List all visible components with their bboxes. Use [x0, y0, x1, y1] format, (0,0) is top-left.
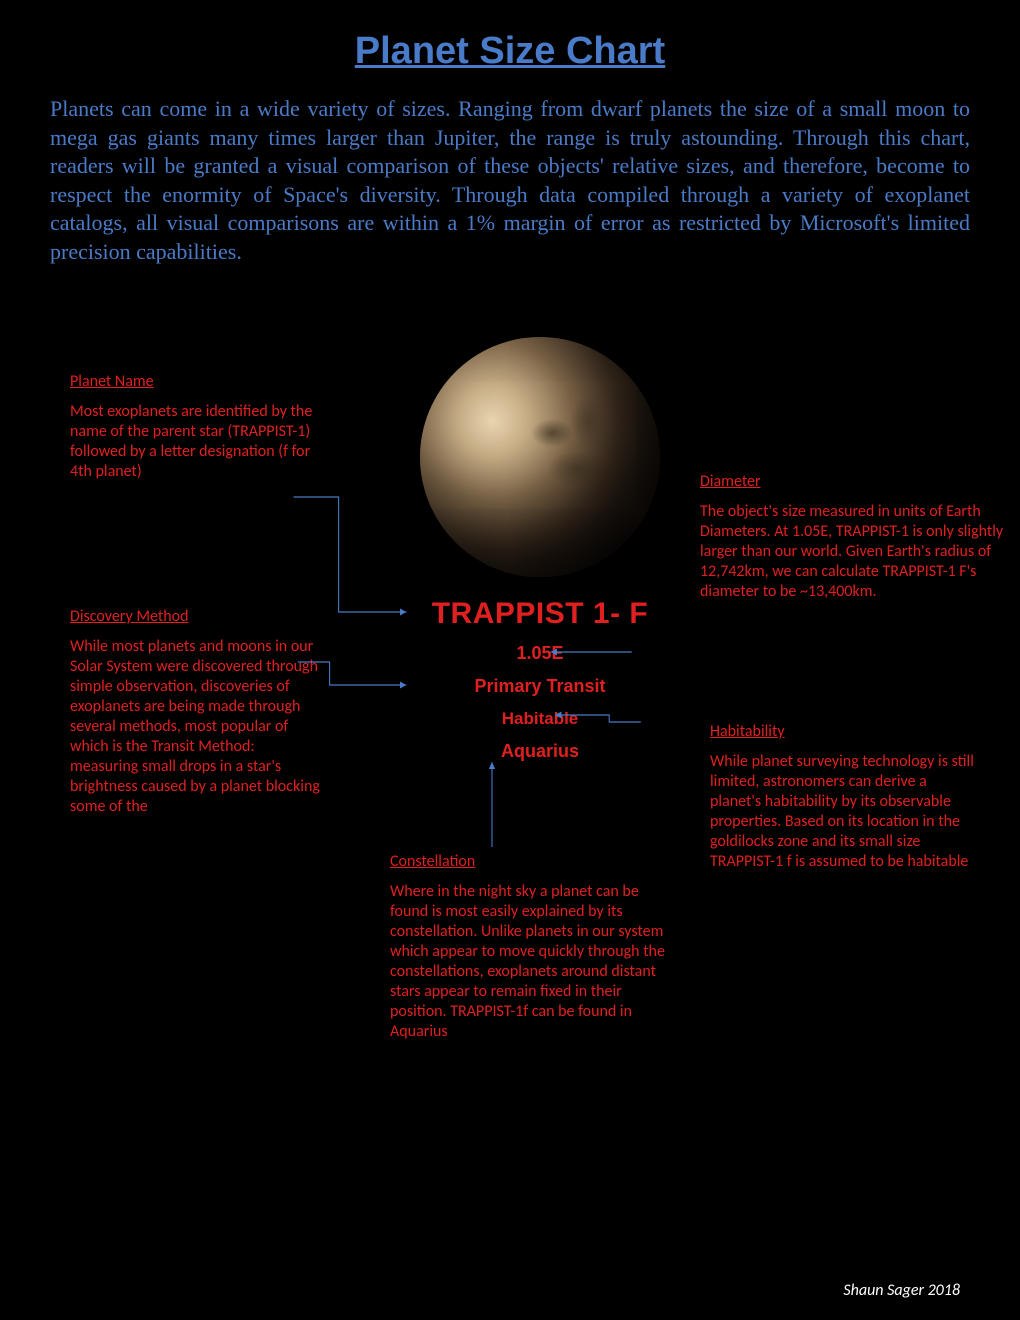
- annotation-body: While most planets and moons in our Sola…: [70, 637, 320, 817]
- footer-credit: Shaun Sager 2018: [843, 1281, 960, 1300]
- annotation-constellation: Constellation Where in the night sky a p…: [390, 852, 670, 1042]
- planet-method-label: Primary Transit: [420, 676, 660, 697]
- annotation-planet-name: Planet Name Most exoplanets are identifi…: [70, 372, 315, 482]
- annotation-heading: Diameter: [700, 472, 1010, 492]
- annotation-heading: Planet Name: [70, 372, 315, 392]
- intro-paragraph: Planets can come in a wide variety of si…: [50, 95, 970, 267]
- annotation-diameter: Diameter The object's size measured in u…: [700, 472, 1010, 602]
- annotation-body: While planet surveying technology is sti…: [710, 752, 980, 872]
- planet-constellation-label: Aquarius: [420, 741, 660, 762]
- planet-name-label: TRAPPIST 1- F: [420, 597, 660, 631]
- annotation-body: Where in the night sky a planet can be f…: [390, 882, 670, 1042]
- annotation-heading: Discovery Method: [70, 607, 320, 627]
- annotation-heading: Habitability: [710, 722, 980, 742]
- planet-habitability-label: Habitable: [420, 709, 660, 729]
- page-title: Planet Size Chart: [50, 30, 970, 73]
- annotation-body: Most exoplanets are identified by the na…: [70, 402, 315, 482]
- planet-data-stack: TRAPPIST 1- F 1.05E Primary Transit Habi…: [420, 597, 660, 762]
- planet-illustration: [420, 337, 660, 577]
- planet-diagram: TRAPPIST 1- F 1.05E Primary Transit Habi…: [50, 307, 970, 1157]
- annotation-body: The object's size measured in units of E…: [700, 502, 1010, 602]
- planet-size-label: 1.05E: [420, 643, 660, 664]
- annotation-discovery-method: Discovery Method While most planets and …: [70, 607, 320, 817]
- annotation-heading: Constellation: [390, 852, 670, 872]
- annotation-habitability: Habitability While planet surveying tech…: [710, 722, 980, 872]
